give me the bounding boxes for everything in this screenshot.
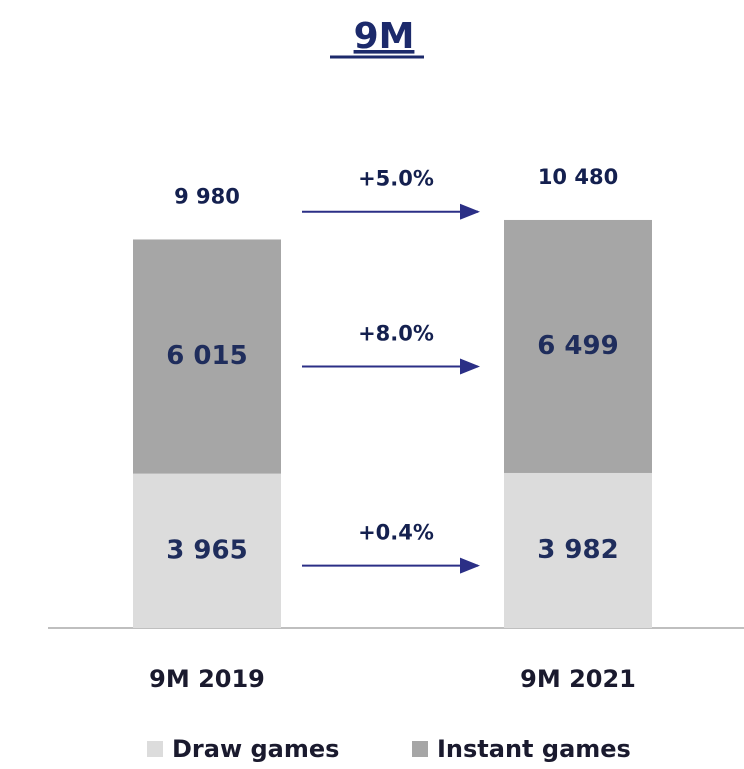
bar-segment	[504, 219, 652, 473]
legend-label: Instant games	[437, 735, 631, 763]
change-label: +0.4%	[358, 521, 434, 545]
x-tick-label: 9M 2019	[149, 665, 265, 693]
chart-title: 9M	[354, 16, 415, 57]
total-label: 10 480	[538, 165, 618, 189]
bar-segment	[133, 473, 281, 628]
legend-swatch	[147, 741, 163, 757]
total-label: 9 980	[174, 184, 240, 208]
change-label: +8.0%	[358, 322, 434, 346]
value-label: 3 982	[537, 535, 618, 565]
value-label: 6 015	[166, 341, 247, 371]
bar-segment	[504, 472, 652, 628]
x-tick-label: 9M 2021	[520, 665, 636, 693]
change-label: +5.0%	[358, 167, 434, 191]
bar-segment	[133, 239, 281, 474]
legend-swatch	[412, 741, 428, 757]
legend-label: Draw games	[172, 735, 339, 763]
value-label: 6 499	[537, 331, 618, 361]
value-label: 3 965	[166, 535, 247, 565]
